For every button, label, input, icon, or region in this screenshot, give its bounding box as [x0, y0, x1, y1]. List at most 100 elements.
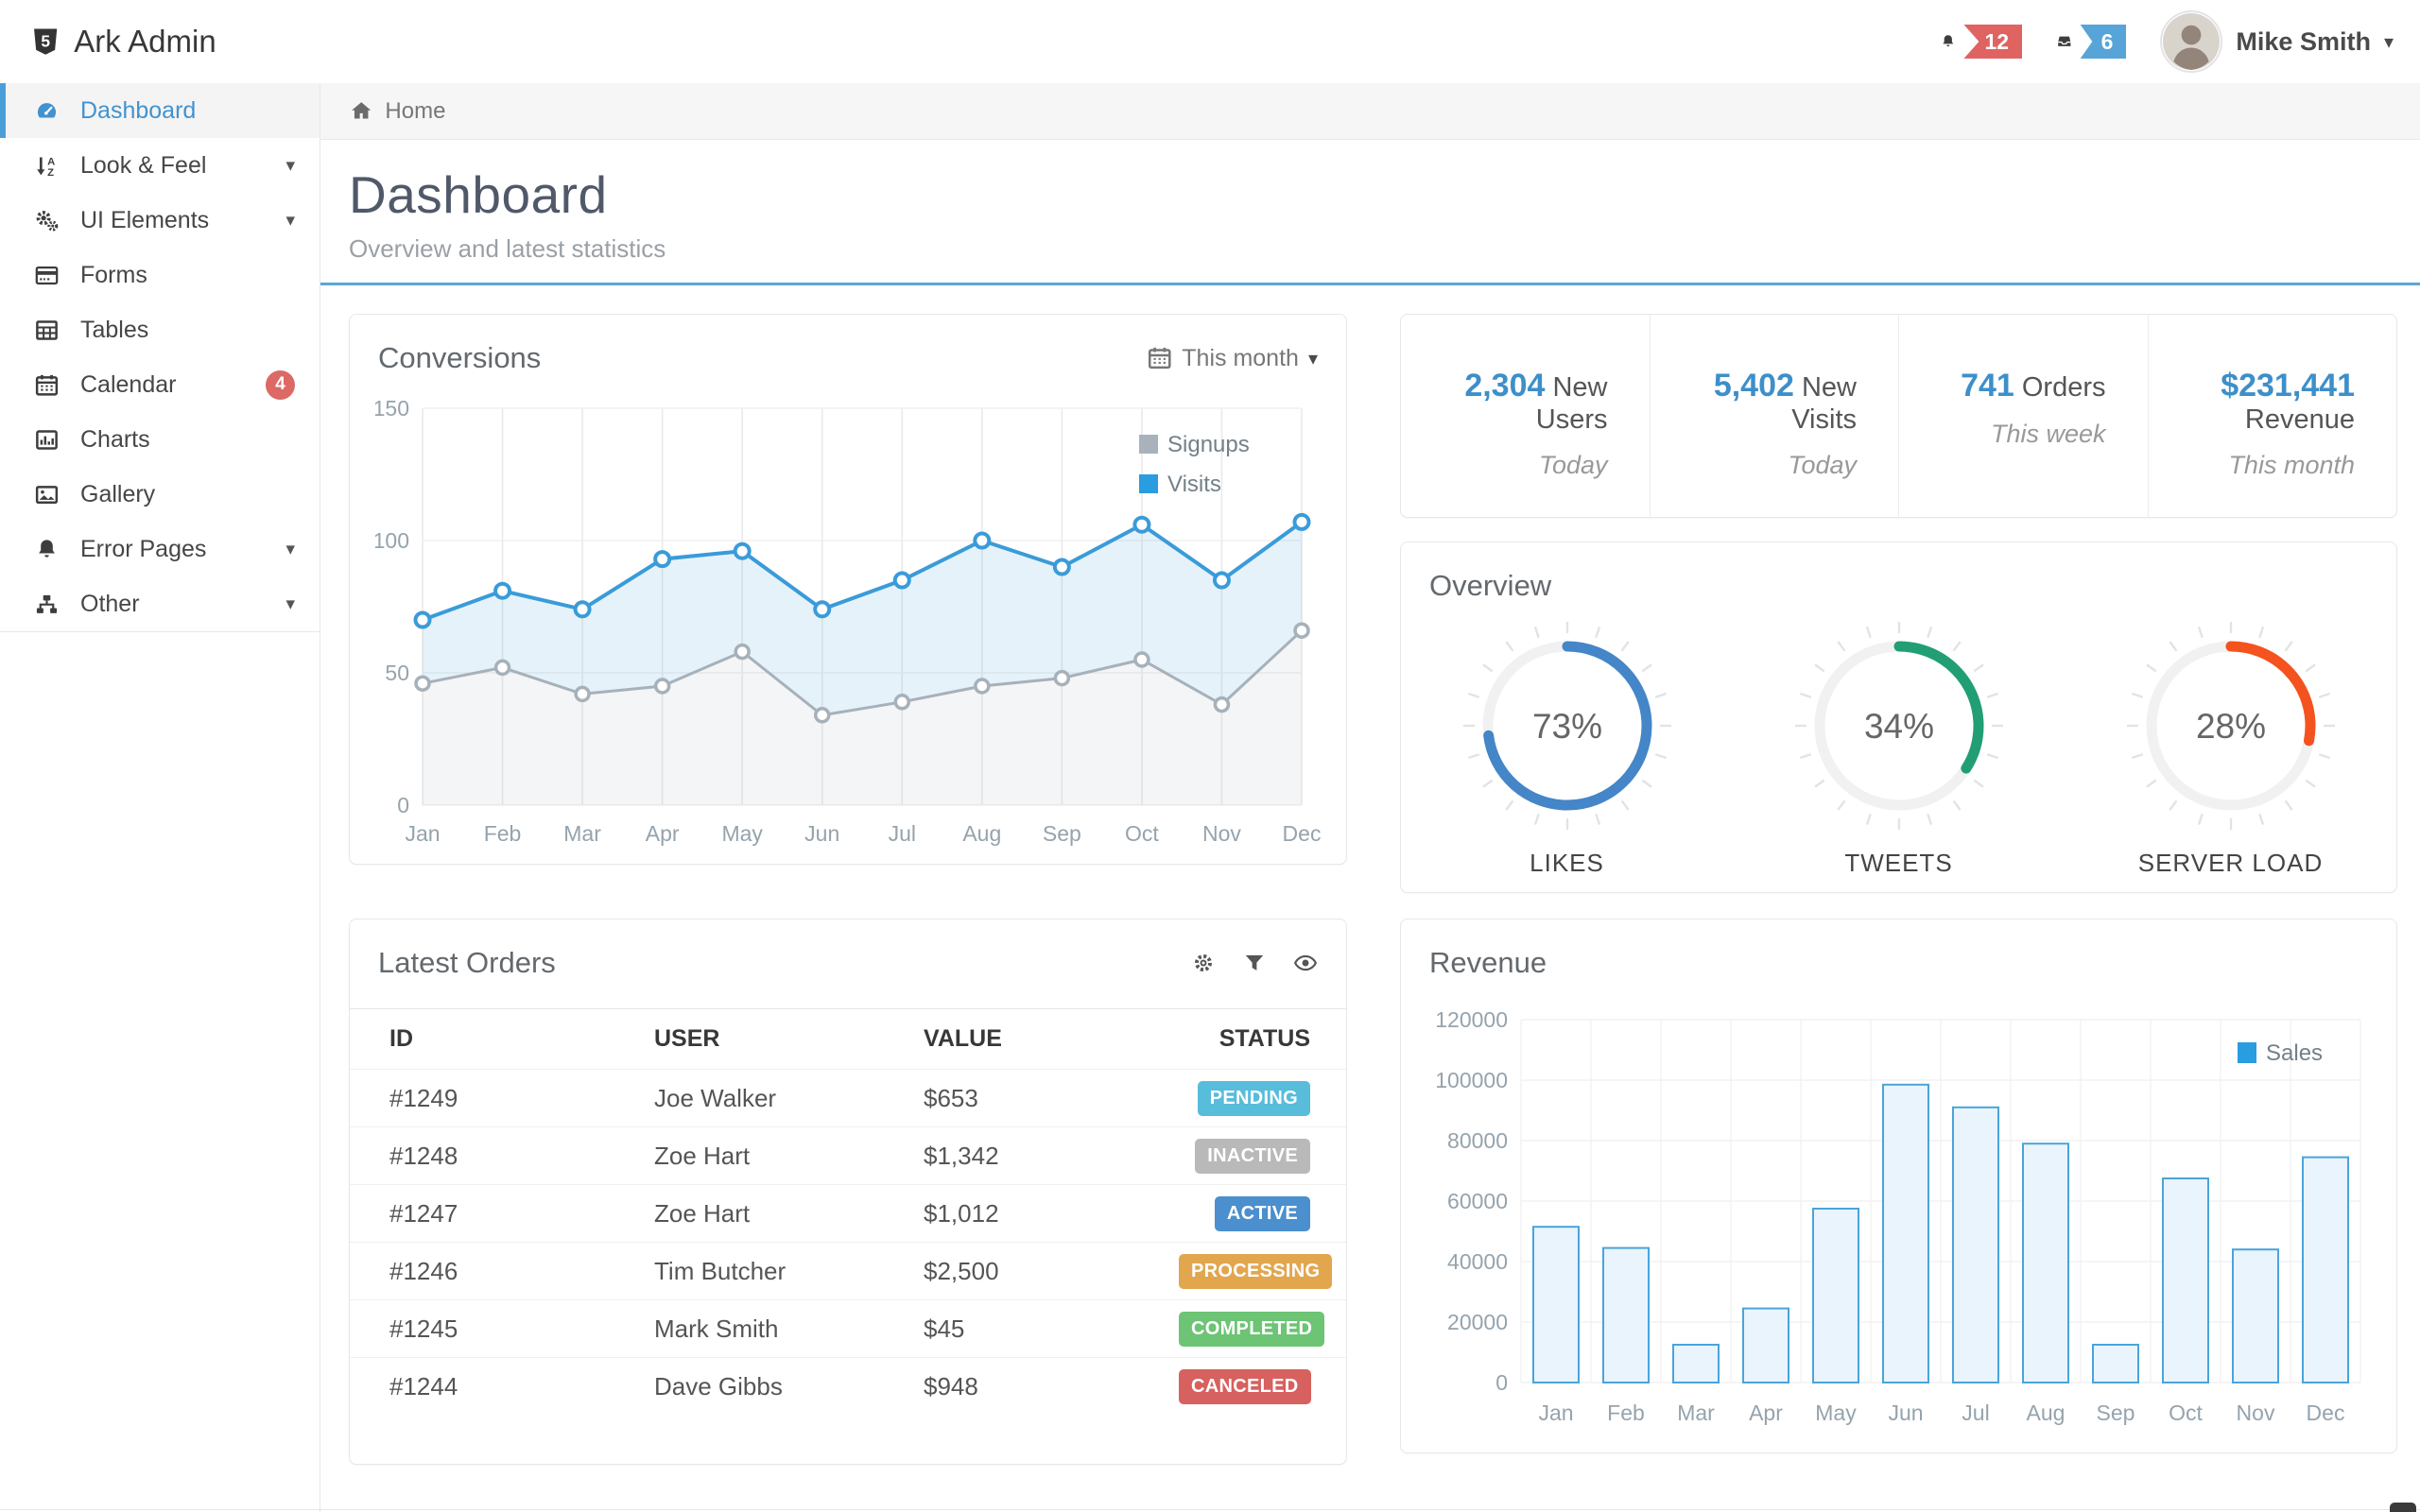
revenue-title: Revenue: [1429, 946, 1547, 979]
stat-period: Today: [1538, 451, 1608, 479]
sidebar-item-label: Dashboard: [80, 96, 197, 124]
sidebar-item-label: Forms: [80, 261, 147, 288]
stat-orders: 741 Orders This week: [1898, 315, 2148, 517]
gauge-label: SERVER LOAD: [2137, 849, 2324, 877]
sidebar-item-calendar[interactable]: Calendar 4: [0, 357, 320, 412]
stat-period: Today: [1788, 451, 1857, 479]
sidebar-item-label: Calendar: [80, 370, 177, 398]
stat-value: 5,402: [1713, 368, 1794, 404]
bar-chart-icon: [34, 427, 60, 453]
app-title: Ark Admin: [74, 24, 216, 59]
app-header: 5 Ark Admin 12 6 Mike Smith ▾: [0, 0, 2420, 83]
revenue-panel: Revenue 0 20000 40000 60000 80000 100000 12000…: [1400, 919, 2397, 1453]
sidebar-item-label: Charts: [80, 425, 150, 453]
order-user: Zoe Hart: [654, 1141, 751, 1170]
sidebar-item-gallery[interactable]: Gallery: [0, 467, 320, 522]
svg-text:Feb: Feb: [484, 821, 522, 846]
svg-text:Oct: Oct: [2169, 1400, 2203, 1425]
gauge-tweets: 34% TWEETS: [1789, 616, 2009, 878]
chevron-down-icon: ▾: [285, 210, 295, 231]
sidebar-item-look-feel[interactable]: A Z Look & Feel ▾: [0, 138, 320, 193]
svg-text:Apr: Apr: [646, 821, 680, 846]
sidebar-item-charts[interactable]: Charts: [0, 412, 320, 467]
breadcrumb-home-link[interactable]: Home: [385, 97, 446, 124]
bell-icon: [34, 537, 60, 562]
svg-text:Sales: Sales: [2266, 1040, 2323, 1066]
page-subtitle: Overview and latest statistics: [349, 234, 666, 263]
sidebar-item-label: Gallery: [80, 480, 156, 507]
sidebar-item-label: Error Pages: [80, 535, 207, 562]
sidebar-item-forms[interactable]: Forms: [0, 248, 320, 302]
sidebar-item-error-pages[interactable]: Error Pages ▾: [0, 522, 320, 576]
sidebar-item-dashboard[interactable]: Dashboard: [0, 83, 320, 138]
notifications-button[interactable]: 12: [1940, 25, 2023, 59]
svg-text:120000: 120000: [1435, 1007, 1508, 1032]
inbox-icon: [2056, 33, 2073, 50]
notifications-badge: 12: [1963, 25, 2023, 59]
sidebar-item-other[interactable]: Other ▾: [0, 576, 320, 631]
svg-text:Mar: Mar: [563, 821, 601, 846]
order-id: #1244: [389, 1371, 458, 1400]
order-value: $2,500: [924, 1256, 999, 1285]
status-badge: COMPLETED: [1179, 1311, 1325, 1347]
home-icon: [349, 98, 373, 123]
svg-text:May: May: [721, 821, 763, 846]
sidebar-menu: Dashboard A Z Look & Feel ▾ UI Elements ▾ Forms…: [0, 83, 320, 632]
sidebar-badge: 4: [266, 369, 295, 400]
conversions-title: Conversions: [378, 341, 542, 374]
order-user: Zoe Hart: [654, 1198, 751, 1228]
stat-value: 741: [1961, 368, 2014, 404]
messages-button[interactable]: 6: [2056, 25, 2127, 59]
orders-table: ID USER VALUE STATUS #1249 Joe Walker $653…: [350, 1008, 1346, 1415]
table-icon: [34, 318, 60, 343]
svg-text:0: 0: [397, 793, 409, 817]
svg-text:Visits: Visits: [1167, 472, 1221, 497]
svg-text:Nov: Nov: [2236, 1400, 2274, 1425]
status-badge: PENDING: [1197, 1080, 1310, 1116]
svg-text:Jun: Jun: [1888, 1400, 1923, 1425]
sidebar-item-label: UI Elements: [80, 206, 210, 233]
date-range-dropdown[interactable]: This month ▾: [1147, 345, 1318, 372]
footer-divider: [0, 1509, 2420, 1510]
order-id: #1247: [389, 1198, 458, 1228]
order-user: Dave Gibbs: [654, 1371, 783, 1400]
order-value: $1,342: [924, 1141, 999, 1170]
sidebar-item-tables[interactable]: Tables: [0, 302, 320, 357]
filter-button[interactable]: [1242, 951, 1267, 975]
stat-value: $231,441: [2221, 368, 2355, 404]
stat-revenue: $231,441 Revenue This month: [2147, 315, 2397, 517]
sitemap-icon: [34, 592, 60, 617]
svg-text:Signups: Signups: [1167, 432, 1250, 457]
user-name: Mike Smith: [2236, 26, 2371, 56]
order-user: Joe Walker: [654, 1083, 777, 1112]
revenue-chart: 0 20000 40000 60000 80000 100000 120000 Jan Feb M…: [1435, 1007, 2361, 1425]
svg-text:May: May: [1815, 1400, 1857, 1425]
overview-panel: Overview 73% LIKES 34% TWEETS 28% SERVER…: [1400, 541, 2397, 893]
gauge-dial: 28%: [2126, 622, 2335, 830]
svg-text:Z: Z: [47, 167, 54, 179]
latest-orders-panel: Latest Orders ID USER VALUE STATUS #1249 J…: [349, 919, 1347, 1465]
view-button[interactable]: [1293, 951, 1318, 975]
dashboard-icon: [34, 98, 60, 124]
stat-period: This month: [2228, 451, 2355, 479]
user-menu[interactable]: Mike Smith ▾: [2160, 10, 2394, 73]
sidebar-item-label: Tables: [80, 316, 149, 343]
settings-button[interactable]: [1191, 951, 1216, 975]
svg-text:0: 0: [1495, 1370, 1508, 1395]
gauge-value: 34%: [1863, 707, 1933, 746]
svg-text:100000: 100000: [1435, 1068, 1508, 1092]
bell-icon: [1940, 33, 1957, 50]
forms-icon: [34, 263, 60, 288]
gauge-likes: 73% LIKES: [1458, 616, 1677, 878]
svg-text:Jul: Jul: [1962, 1400, 1989, 1425]
scroll-top-button[interactable]: [2390, 1503, 2416, 1512]
svg-text:Oct: Oct: [1125, 821, 1159, 846]
app-logo: 5 Ark Admin: [28, 24, 216, 60]
svg-text:Dec: Dec: [1283, 821, 1321, 846]
avatar: [2160, 10, 2223, 73]
sidebar-item-ui-elements[interactable]: UI Elements ▾: [0, 193, 320, 248]
svg-text:5: 5: [41, 31, 50, 50]
table-row: #1246 Tim Butcher $2,500 PROCESSING: [350, 1242, 1346, 1299]
table-row: #1247 Zoe Hart $1,012 ACTIVE: [350, 1184, 1346, 1242]
gauge-label: TWEETS: [1844, 849, 1953, 877]
